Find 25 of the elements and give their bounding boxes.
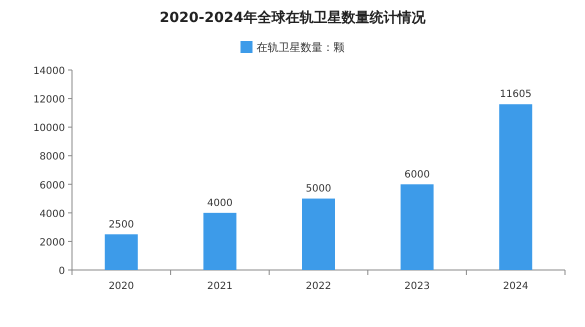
x-tick-label: 2020	[108, 281, 134, 292]
data-label: 11605	[500, 89, 532, 100]
data-label: 5000	[306, 184, 332, 195]
x-tick-label: 2023	[404, 281, 430, 292]
x-tick-label: 2022	[306, 281, 332, 292]
y-tick-label: 6000	[40, 180, 65, 192]
data-label: 4000	[207, 198, 233, 209]
y-tick-label: 10000	[33, 123, 65, 134]
bar	[302, 198, 335, 270]
y-tick-label: 4000	[40, 208, 65, 220]
data-label: 2500	[108, 219, 134, 230]
y-tick-label: 2000	[40, 237, 65, 248]
y-tick-label: 12000	[33, 94, 65, 106]
data-label: 6000	[404, 169, 430, 180]
bar	[400, 184, 434, 270]
y-tick-label: 14000	[33, 66, 65, 77]
legend-label: 在轨卫星数量：颗	[256, 41, 344, 54]
bar	[203, 212, 236, 270]
x-tick-label: 2021	[207, 281, 233, 292]
bar	[499, 104, 532, 270]
y-tick-label: 0	[58, 266, 65, 277]
x-tick-label: 2024	[502, 281, 528, 292]
chart-title: 2020-2024年全球在轨卫星数量统计情况	[160, 9, 426, 26]
bar	[104, 234, 138, 270]
y-tick-label: 8000	[40, 152, 65, 163]
